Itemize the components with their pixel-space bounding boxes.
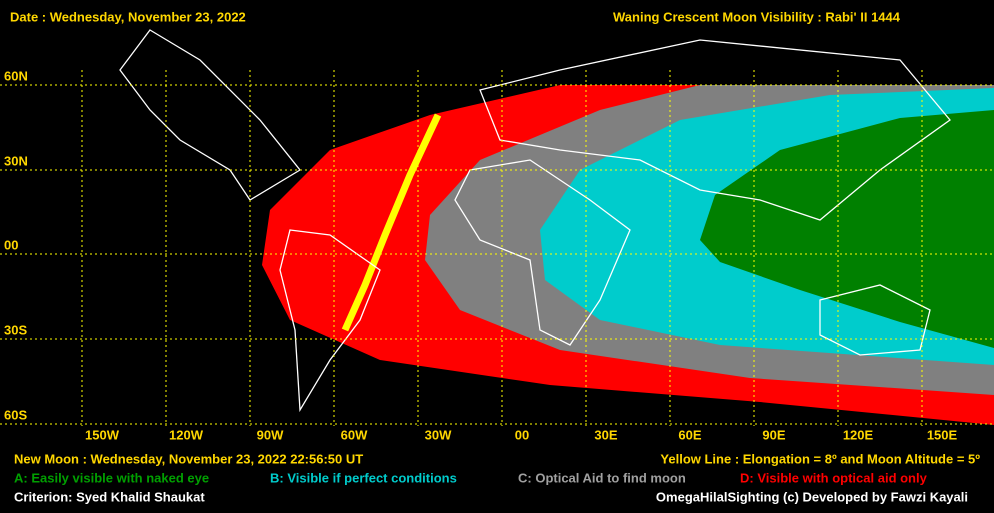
lon-label: 150W (85, 427, 120, 442)
lat-label: 30N (4, 153, 28, 168)
lon-label: 30W (425, 427, 452, 442)
legend-a: A: Easily visible with naked eye (14, 470, 209, 485)
australia (819, 284, 931, 356)
lon-label: 120W (169, 427, 204, 442)
lon-label: 150E (927, 427, 958, 442)
lat-label: 60N (4, 68, 28, 83)
lon-label: 00 (515, 427, 529, 442)
legend-b: B: Visible if perfect conditions (270, 470, 457, 485)
new-moon: New Moon : Wednesday, November 23, 2022 … (14, 451, 363, 466)
criterion: Criterion: Syed Khalid Shaukat (14, 489, 205, 504)
lon-label: 90E (762, 427, 785, 442)
lon-label: 60E (678, 427, 701, 442)
north-america (119, 29, 301, 201)
yellow-line-note: Yellow Line : Elongation = 8º and Moon A… (660, 451, 980, 466)
lat-label: 60S (4, 407, 27, 422)
lon-label: 30E (594, 427, 617, 442)
date: Date : Wednesday, November 23, 2022 (10, 9, 246, 24)
graticule: 60N 30N 00 30S 60S 150W 120W 90W 60W 30W 00 30E 60E 9… (0, 68, 994, 442)
legend-c: C: Optical Aid to find moon (518, 470, 686, 485)
eurasia (479, 39, 951, 221)
yellow-line (341, 113, 442, 332)
south-america (279, 229, 381, 413)
lon-label: 90W (257, 427, 284, 442)
title: Waning Crescent Moon Visibility : Rabi' … (613, 9, 901, 24)
lon-label: 120E (843, 427, 874, 442)
africa (454, 159, 631, 346)
lat-label: 00 (4, 237, 18, 252)
lon-label: 60W (341, 427, 368, 442)
lat-label: 30S (4, 322, 27, 337)
credit: OmegaHilalSighting (c) Developed by Fawz… (656, 489, 968, 504)
coastlines (119, 29, 951, 413)
legend-d: D: Visible with optical aid only (740, 470, 928, 485)
